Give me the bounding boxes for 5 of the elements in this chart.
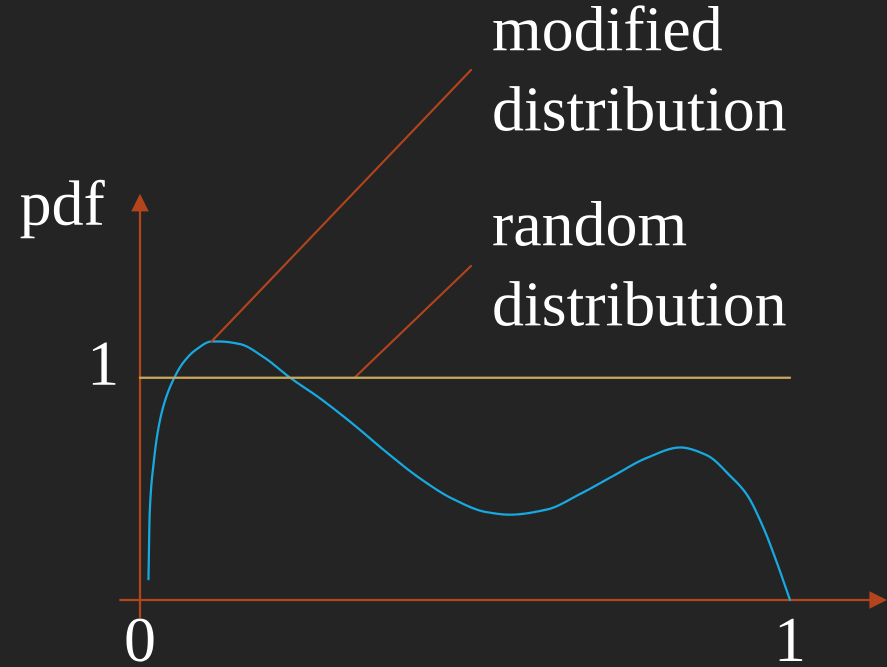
annotation: random distribution	[493, 200, 786, 326]
annotation: modified distribution	[493, 5, 786, 132]
y-axis-title: pdf	[20, 180, 105, 238]
annotation: 1	[92, 342, 116, 385]
x-tick-label: 0	[126, 618, 154, 662]
